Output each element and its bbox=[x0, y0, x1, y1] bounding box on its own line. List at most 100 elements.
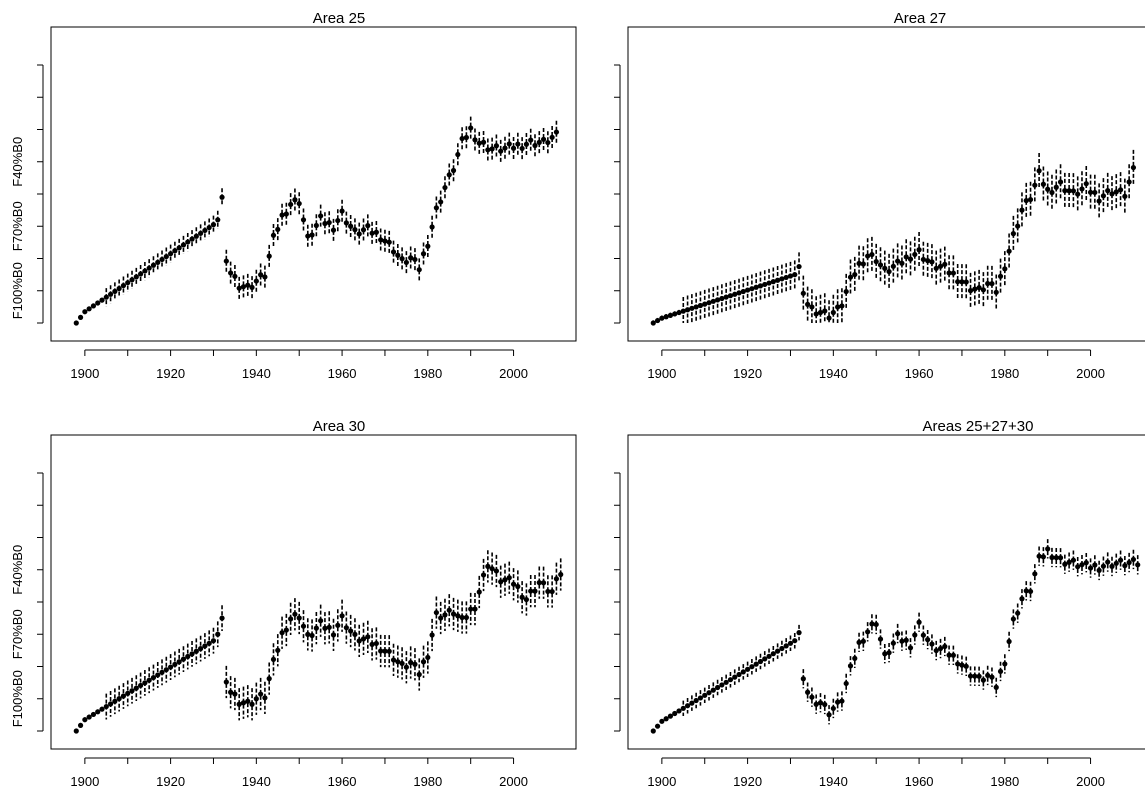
y-axis: F100%B0 F70%B0 F40%B0 bbox=[10, 64, 44, 324]
data-point bbox=[942, 643, 948, 650]
data-point bbox=[180, 242, 187, 248]
data-point bbox=[787, 640, 794, 646]
data-point bbox=[330, 227, 337, 233]
data-point bbox=[373, 640, 379, 647]
data-point bbox=[1002, 266, 1008, 272]
data-point bbox=[890, 640, 896, 646]
data-point bbox=[762, 281, 768, 288]
data-point bbox=[133, 274, 139, 280]
data-point bbox=[1075, 191, 1081, 197]
data-point bbox=[920, 256, 926, 263]
data-point bbox=[540, 580, 547, 586]
data-point bbox=[498, 148, 504, 154]
data-point bbox=[869, 251, 875, 258]
data-point bbox=[300, 623, 307, 629]
data-point bbox=[373, 229, 379, 235]
data-point bbox=[146, 677, 152, 683]
data-point bbox=[1130, 556, 1137, 563]
data-point bbox=[1105, 559, 1111, 565]
data-point bbox=[1040, 181, 1046, 187]
data-point bbox=[955, 661, 961, 667]
data-point bbox=[103, 703, 109, 710]
data-point bbox=[689, 700, 695, 706]
data-point bbox=[1105, 188, 1111, 194]
data-point bbox=[740, 669, 746, 675]
data-point bbox=[125, 690, 131, 696]
data-point bbox=[693, 697, 699, 704]
data-point bbox=[766, 653, 772, 659]
data-point bbox=[899, 638, 905, 644]
data-point bbox=[980, 287, 986, 293]
data-point bbox=[693, 304, 699, 310]
data-point bbox=[967, 673, 974, 679]
data-point bbox=[412, 661, 418, 667]
data-point bbox=[800, 290, 806, 296]
data-point bbox=[873, 258, 879, 265]
data-point bbox=[706, 690, 712, 696]
data-point bbox=[663, 314, 669, 320]
data-point bbox=[830, 309, 836, 316]
data-point bbox=[116, 285, 122, 292]
data-point bbox=[425, 243, 431, 249]
data-point bbox=[753, 661, 759, 667]
data-point bbox=[399, 256, 405, 262]
data-point bbox=[318, 618, 324, 624]
data-point bbox=[536, 139, 542, 145]
data-point bbox=[860, 638, 866, 644]
data-point bbox=[155, 672, 161, 678]
data-point bbox=[279, 212, 285, 218]
data-point bbox=[1053, 184, 1059, 190]
data-point bbox=[137, 271, 144, 277]
data-point bbox=[676, 309, 682, 316]
data-point bbox=[258, 272, 264, 278]
data-point bbox=[258, 691, 264, 697]
data-point bbox=[270, 232, 277, 238]
data-point bbox=[963, 279, 969, 285]
data-point bbox=[266, 676, 272, 682]
data-point bbox=[1070, 188, 1077, 194]
data-point bbox=[163, 667, 169, 673]
data-point bbox=[976, 673, 982, 679]
data-point bbox=[1113, 560, 1119, 566]
data-point bbox=[1066, 188, 1072, 194]
data-point bbox=[1117, 557, 1124, 563]
data-point bbox=[519, 145, 525, 152]
data-point bbox=[270, 656, 277, 663]
data-point bbox=[1113, 189, 1119, 195]
x-tick-label: 1920 bbox=[733, 366, 762, 381]
plot-frame bbox=[627, 434, 1145, 750]
data-point bbox=[365, 223, 371, 229]
data-point bbox=[980, 677, 986, 683]
data-point bbox=[532, 588, 538, 594]
x-tick-label: 1980 bbox=[413, 366, 442, 381]
data-point bbox=[189, 651, 195, 657]
plot-frame bbox=[50, 26, 577, 342]
data-point bbox=[408, 255, 414, 261]
data-point bbox=[429, 632, 435, 638]
data-point bbox=[650, 728, 656, 734]
x-tick-label: 1980 bbox=[413, 774, 442, 789]
data-point bbox=[1109, 191, 1115, 197]
data-point bbox=[989, 674, 995, 680]
data-point bbox=[142, 680, 148, 686]
data-point bbox=[766, 280, 772, 286]
data-point bbox=[684, 307, 691, 313]
data-point bbox=[672, 710, 678, 717]
x-tick-label: 1900 bbox=[70, 774, 99, 789]
data-point bbox=[476, 140, 482, 146]
panel-area-30: Area 30 F100%B0 F70%B0 F40%B0 1900 1920 1940… bbox=[10, 418, 577, 789]
data-point bbox=[326, 219, 332, 226]
data-point bbox=[1015, 223, 1021, 229]
data-point bbox=[502, 145, 508, 151]
data-point bbox=[480, 572, 487, 578]
panel-area-25: Area 25 F100%B0 F70%B0 F40%B0 1900 1920 1940… bbox=[10, 10, 577, 381]
data-point bbox=[899, 260, 905, 266]
data-point bbox=[168, 664, 174, 670]
x-tick-label: 1920 bbox=[156, 774, 185, 789]
data-point bbox=[745, 287, 751, 293]
data-point bbox=[723, 679, 729, 685]
data-point bbox=[532, 142, 538, 149]
data-point bbox=[1015, 610, 1021, 616]
data-point bbox=[146, 265, 152, 271]
data-point bbox=[727, 293, 734, 299]
